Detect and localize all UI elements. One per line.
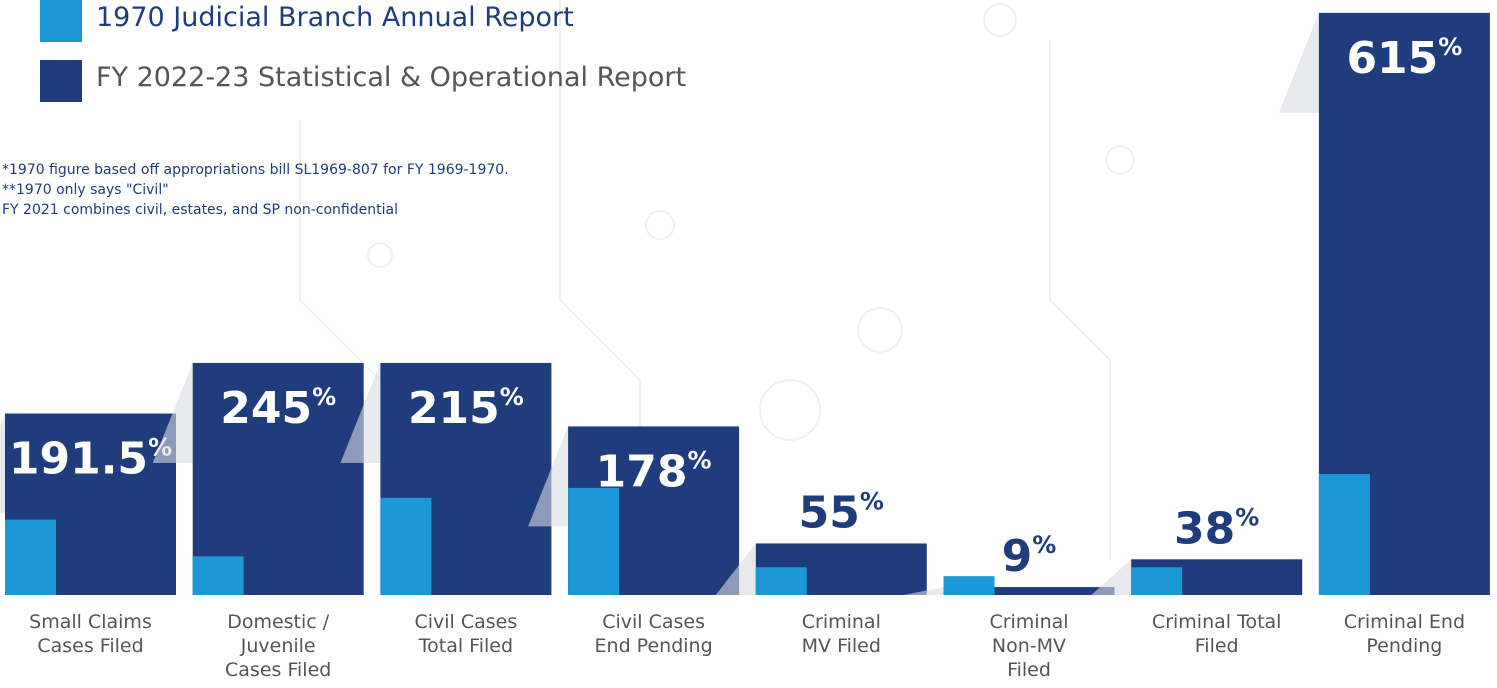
bar (380, 497, 432, 595)
category-label: Criminal End Pending (1343, 611, 1466, 657)
change-label: 178% (596, 446, 712, 497)
footnote: *1970 figure based off appropriations bi… (2, 162, 509, 178)
bar-shadow (1278, 12, 1319, 113)
change-label: 9% (1002, 531, 1057, 582)
bar-shadow (340, 362, 381, 463)
bar (568, 487, 620, 595)
bar-shadow (903, 587, 944, 595)
bar (943, 587, 1115, 595)
category-label: Small Claims Cases Filed (29, 611, 152, 657)
bar (1131, 567, 1183, 595)
legend-label: 1970 Judicial Branch Annual Report (96, 2, 574, 33)
bar-shadow (715, 543, 756, 595)
bar-shadow (528, 426, 569, 527)
bar (755, 567, 807, 595)
change-label: 215% (408, 383, 524, 434)
footnote: **1970 only says "Civil" (2, 182, 169, 198)
change-label: 191.5% (9, 434, 172, 485)
change-label: 38% (1174, 503, 1259, 554)
bar-shadow (152, 362, 193, 463)
bar-shadow (0, 413, 5, 514)
legend-label: FY 2022-23 Statistical & Operational Rep… (96, 62, 687, 93)
category-label: Criminal MV Filed (801, 611, 881, 657)
bar (5, 519, 56, 595)
category-label: Civil Cases Total Filed (414, 611, 518, 657)
legend-swatch (40, 60, 82, 102)
category-label: Civil Cases End Pending (594, 611, 713, 657)
bar (943, 576, 995, 595)
footnote: FY 2021 combines civil, estates, and SP … (2, 202, 398, 218)
bar (192, 556, 244, 595)
change-label: 55% (799, 487, 884, 538)
change-label: 245% (220, 383, 336, 434)
legend-swatch (40, 0, 82, 42)
bar (1318, 474, 1370, 595)
bar-shadow (1091, 559, 1132, 595)
category-label: Criminal Total Filed (1151, 611, 1282, 657)
category-label: Criminal Non-MV Filed (989, 611, 1069, 681)
change-label: 615% (1346, 33, 1462, 84)
category-label: Domestic / Juvenile Cases Filed (225, 611, 332, 681)
